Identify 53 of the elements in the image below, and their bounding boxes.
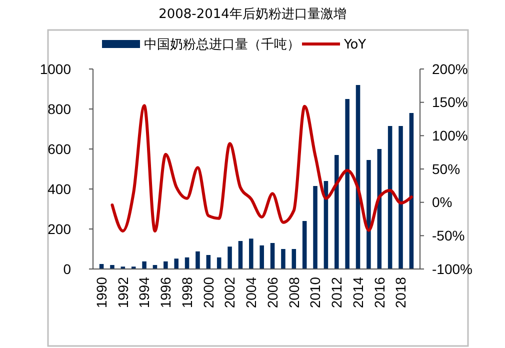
bar (334, 155, 339, 269)
y-tick-label: 600 (48, 140, 72, 157)
bar (409, 113, 414, 269)
x-tick-label: 2010 (307, 276, 324, 308)
bar (110, 265, 114, 269)
y2-tick-label: 200% (432, 60, 468, 77)
bar (174, 258, 178, 269)
bar (249, 238, 254, 269)
x-tick-label: 2018 (392, 276, 409, 308)
y2-tick-label: 150% (432, 94, 468, 110)
bar (228, 246, 232, 269)
bar (281, 249, 286, 269)
line-series (110, 104, 413, 232)
x-tick-label: 2004 (243, 276, 260, 308)
legend-label: 中国奶粉总进口量（千吨） (144, 38, 300, 53)
x-tick-label: 2014 (350, 276, 366, 308)
bar (142, 261, 146, 269)
y-tick-label: 200 (48, 220, 72, 237)
x-tick-label: 1994 (136, 276, 152, 308)
bar (345, 99, 350, 269)
y2-tick-label: -100% (432, 260, 472, 277)
x-tick-label: 2008 (286, 276, 302, 308)
y-tick-label: 400 (48, 180, 72, 197)
x-tick-label: 1996 (158, 276, 174, 308)
x-tick-label: 1992 (114, 276, 131, 308)
bar (270, 243, 275, 269)
bar (398, 126, 403, 269)
bar (302, 221, 307, 269)
bar (313, 186, 318, 269)
y2-tick-label: 100% (432, 128, 468, 144)
bar (292, 249, 296, 269)
chart-title: 2008-2014年后奶粉进口量激增 (158, 7, 346, 22)
y-tick-label: 0 (63, 260, 72, 277)
x-tick-label: 2000 (200, 276, 216, 308)
x-tick-label: 1998 (178, 276, 195, 308)
y2-tick-label: 50% (432, 160, 460, 177)
bar (196, 251, 200, 269)
x-tick-label: 1990 (93, 276, 110, 308)
y2-tick-label: 0% (432, 194, 452, 210)
bar (260, 245, 264, 269)
x-tick-label: 2006 (264, 276, 280, 308)
x-tick-label: 2002 (222, 276, 238, 308)
bar (366, 160, 371, 269)
y2-tick-label: -50% (432, 228, 465, 244)
bar (388, 126, 392, 269)
bar (238, 241, 243, 269)
x-tick-label: 2012 (328, 276, 345, 308)
bar (206, 255, 211, 269)
bar (164, 261, 168, 269)
y-tick-label: 1000 (40, 60, 72, 77)
x-tick-label: 2016 (371, 276, 388, 308)
legend-label: YoY (343, 38, 366, 53)
y-tick-label: 800 (48, 100, 72, 117)
